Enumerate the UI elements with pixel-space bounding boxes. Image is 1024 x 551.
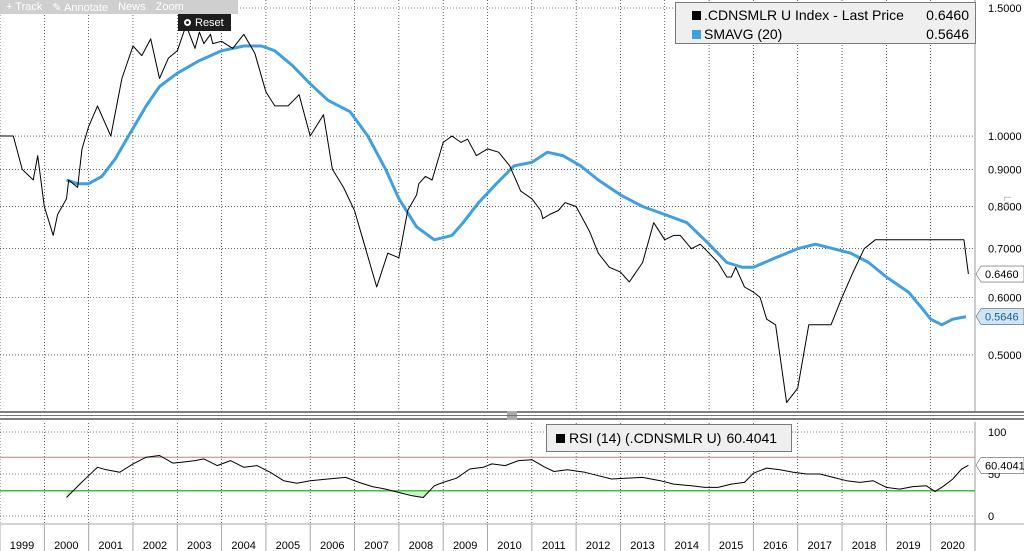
reset-label: Reset (195, 16, 224, 29)
x-tick-label: 2008 (409, 540, 433, 551)
y-tick-label: 0.6000 (988, 292, 1022, 304)
legend-sma-label: SMAVG (20) (704, 26, 783, 42)
x-tick-label: 2002 (143, 540, 167, 551)
legend-square-icon (692, 10, 701, 20)
sma-series-line (66, 44, 967, 327)
chart-toolbar: + Track ✎ Annotate News Zoom (0, 0, 238, 14)
x-tick-label: 2017 (807, 540, 831, 551)
value-tag-box (975, 308, 1024, 325)
x-tick-label: 2010 (497, 540, 521, 551)
x-tick-label: 2004 (231, 540, 255, 551)
x-tick-label: 2009 (453, 540, 477, 551)
x-tick-label: 2003 (187, 540, 211, 551)
price-legend: .CDNSMLR U Index - Last Price 0.6460 SMA… (675, 2, 976, 44)
toolbar-news-button[interactable]: News (118, 1, 146, 13)
y-tick-label: 0.7000 (988, 244, 1022, 256)
y-tick-label: 0.8000 (988, 202, 1022, 214)
legend-rsi-value: 60.4041 (726, 430, 778, 446)
reset-button[interactable]: Reset (178, 14, 231, 31)
legend-rsi-label: RSI (14) (.CDNSMLR U) (569, 430, 722, 446)
value-tag-label: 0.6460 (985, 269, 1019, 281)
x-tick-label: 2015 (719, 540, 743, 551)
x-tick-label: 2016 (763, 540, 787, 551)
x-tick-label: 2001 (98, 540, 122, 551)
x-tick-label: 2005 (276, 540, 300, 551)
x-tick-label: 2013 (630, 540, 654, 551)
y-tick-label: 100 (988, 427, 1006, 439)
value-tags: 0.6460 0.5646 60.4041 (975, 265, 1024, 474)
x-tick-label: 2020 (940, 540, 964, 551)
toolbar-annotate-button[interactable]: ✎ Annotate (52, 1, 109, 14)
x-tick-label: 2000 (54, 540, 78, 551)
y-tick-label: 1.5000 (988, 3, 1022, 15)
value-tag-label: 60.4041 (985, 460, 1024, 472)
legend-row-price: .CDNSMLR U Index - Last Price 0.6460 (676, 5, 969, 25)
x-tick-label: 2012 (586, 540, 610, 551)
x-tick-label: 2019 (896, 540, 920, 551)
x-tick-label: 2007 (364, 540, 388, 551)
y-tick-label: 1.0000 (988, 131, 1022, 143)
value-tag-box (975, 265, 1024, 283)
y-axis-main: 1.5000 1.0000 0.9000 0.8000 0.7000 0.6000 0.50… (988, 3, 1022, 362)
value-tag-box (975, 457, 1024, 474)
x-tick-label: 2006 (320, 540, 344, 551)
x-tick-label: 2018 (852, 540, 876, 551)
legend-price-value: 0.6460 (926, 7, 969, 23)
price-series-line (0, 24, 969, 404)
y-tick-label: 0.9000 (988, 164, 1022, 176)
scale-tag: Lo (1001, 195, 1013, 208)
toolbar-zoom-button[interactable]: Zoom (155, 1, 184, 13)
legend-price-label: .CDNSMLR U Index - Last Price (704, 7, 904, 23)
y-tick-label: 0.5000 (988, 350, 1022, 362)
x-tick-label: 2014 (675, 540, 699, 551)
legend-square-icon (692, 29, 701, 39)
reset-icon (184, 19, 191, 26)
toolbar-track-button[interactable]: + Track (6, 1, 43, 13)
legend-sma-value: 0.5646 (926, 26, 969, 42)
legend-row-sma: SMAVG (20) 0.5646 (676, 24, 969, 44)
value-tag-label: 0.5646 (985, 312, 1019, 324)
x-axis: 1999 2000 2001 2002 2003 2004 2005 2006 2007 2008… (0, 524, 965, 551)
x-tick-label: 1999 (10, 540, 34, 551)
y-tick-label: 0 (988, 511, 994, 523)
legend-square-icon (556, 433, 565, 443)
x-tick-label: 2011 (542, 540, 566, 551)
rsi-series-line (66, 455, 969, 498)
rsi-legend: RSI (14) (.CDNSMLR U) 60.4041 (546, 424, 792, 452)
